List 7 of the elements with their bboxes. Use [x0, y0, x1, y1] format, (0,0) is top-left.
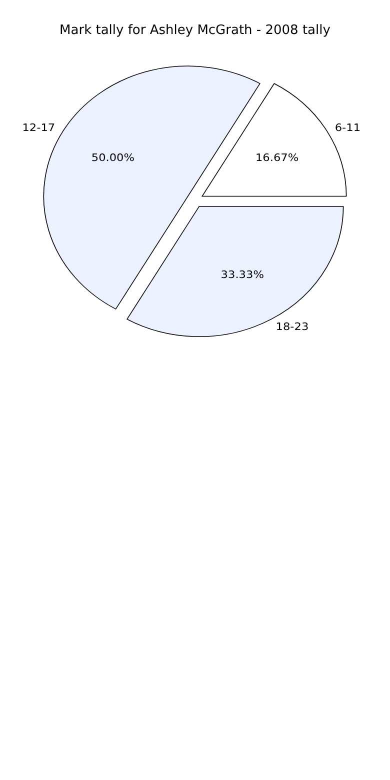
slice-label: 18-23	[276, 320, 309, 333]
data-label: 50.00%	[91, 151, 134, 164]
data-label: 33.33%	[220, 268, 264, 281]
slice-label: 6-11	[334, 121, 361, 134]
chart-title: Mark tally for Ashley McGrath - 2008 tally	[60, 23, 331, 38]
data-label: 16.67%	[255, 151, 299, 164]
slice-label: 12-17	[22, 121, 56, 134]
